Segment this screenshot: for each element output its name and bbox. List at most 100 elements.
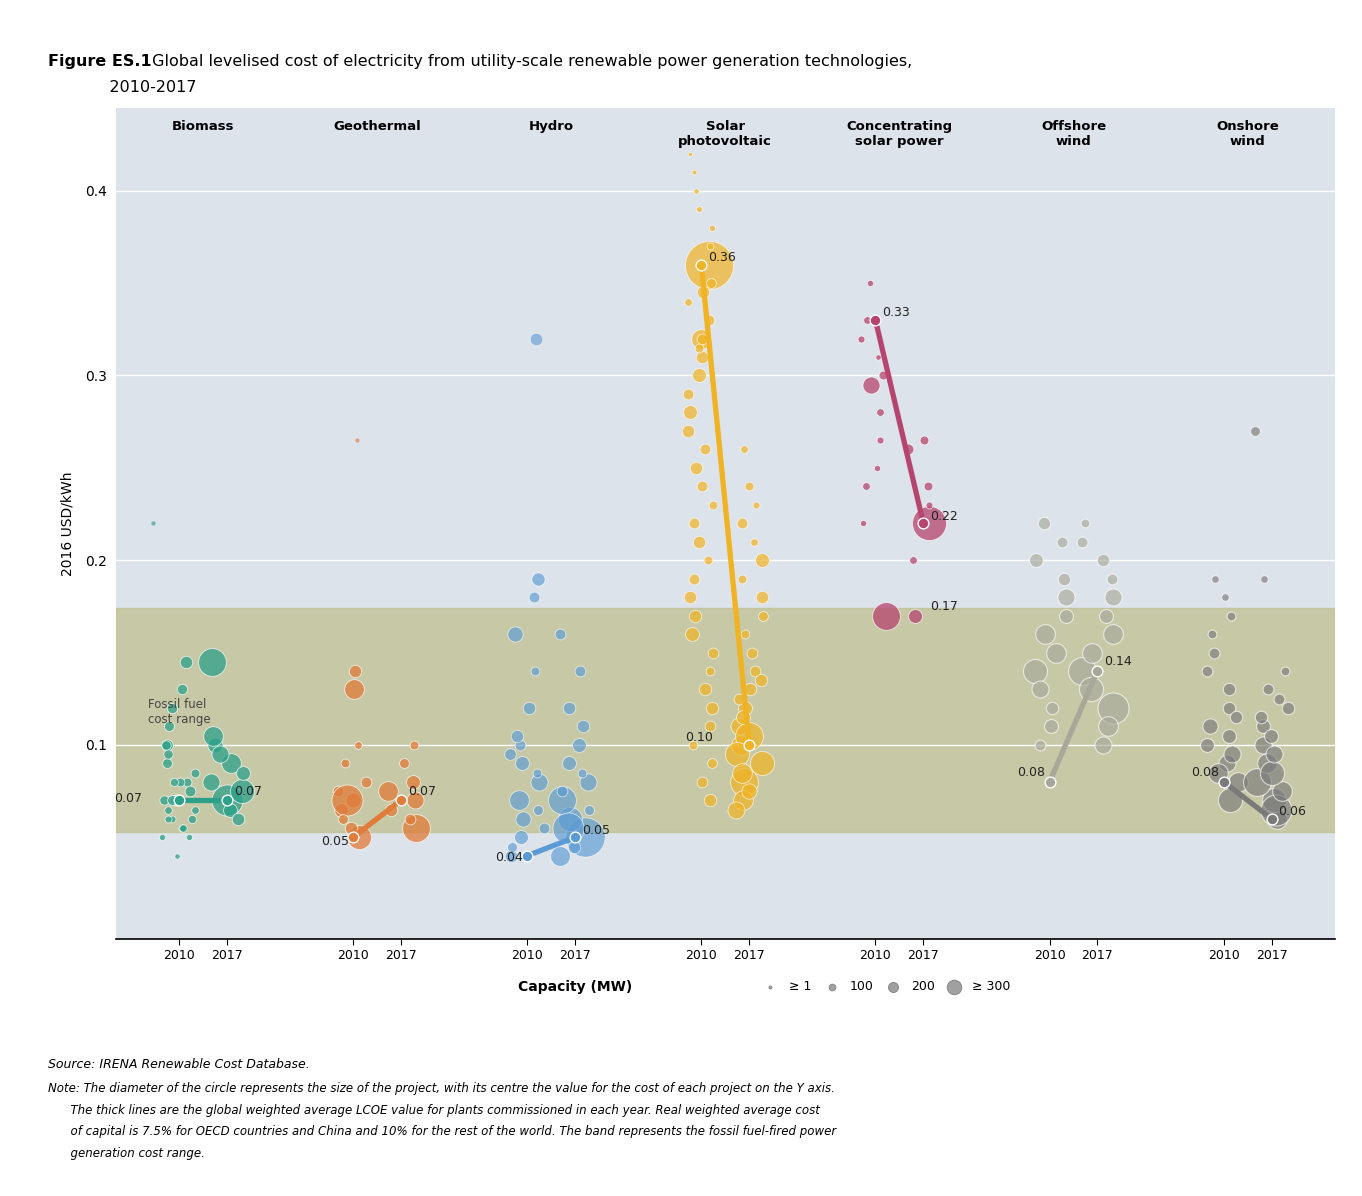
Point <box>1222 745 1244 764</box>
Point <box>343 661 365 681</box>
Point <box>731 569 753 588</box>
Point <box>741 643 763 663</box>
Text: ≥ 1: ≥ 1 <box>789 981 810 993</box>
Point <box>577 800 599 819</box>
Point <box>691 348 712 367</box>
Point <box>685 458 707 477</box>
Text: Onshore
wind: Onshore wind <box>1216 120 1279 148</box>
Point <box>691 329 712 348</box>
Point <box>868 348 889 367</box>
Point <box>151 828 173 847</box>
Point <box>403 736 425 755</box>
Text: 0.17: 0.17 <box>930 600 959 614</box>
Point <box>744 532 765 551</box>
Point <box>346 431 368 450</box>
Point <box>1260 726 1282 745</box>
Point <box>700 274 722 293</box>
Point <box>161 791 183 810</box>
Point <box>874 606 896 626</box>
Point <box>327 781 349 800</box>
Text: 0.06: 0.06 <box>1279 805 1306 818</box>
Point <box>1073 514 1095 533</box>
Point <box>1056 587 1077 606</box>
Point <box>1261 763 1283 782</box>
Text: generation cost range.: generation cost range. <box>48 1147 204 1160</box>
Point <box>219 800 241 819</box>
Point <box>1244 421 1265 440</box>
Point <box>534 818 556 837</box>
Point <box>157 753 178 773</box>
Point <box>527 569 549 588</box>
Point <box>677 384 699 403</box>
Point <box>336 791 358 810</box>
Point <box>898 440 919 459</box>
Point <box>745 495 767 514</box>
Point <box>680 145 701 164</box>
Point <box>163 773 185 792</box>
Point <box>399 810 421 829</box>
Bar <box>116 609 1335 831</box>
Text: 0.07: 0.07 <box>114 792 142 805</box>
Point <box>377 781 399 800</box>
Point <box>685 606 707 626</box>
Point <box>918 495 940 514</box>
Point <box>734 624 756 643</box>
Point <box>701 753 723 773</box>
Point <box>176 773 197 792</box>
Point <box>1102 624 1124 643</box>
Point <box>1261 810 1283 829</box>
Point <box>738 781 760 800</box>
Point <box>1268 689 1290 708</box>
Text: 0.07: 0.07 <box>407 785 436 798</box>
Point <box>1087 661 1109 681</box>
Point <box>1080 679 1102 698</box>
Point <box>511 828 533 847</box>
Point <box>508 791 530 810</box>
Text: The thick lines are the global weighted average LCOE value for plants commission: The thick lines are the global weighted … <box>48 1104 820 1117</box>
Point <box>1278 698 1299 718</box>
Point <box>342 791 364 810</box>
Point <box>1215 587 1237 606</box>
Point <box>692 773 714 792</box>
Point <box>564 828 586 847</box>
Point <box>688 200 710 219</box>
Point <box>1218 726 1239 745</box>
Point <box>204 736 226 755</box>
Text: Biomass: Biomass <box>172 120 234 133</box>
Point <box>202 726 223 745</box>
Point <box>549 847 571 866</box>
Point <box>572 716 594 736</box>
Point <box>1041 698 1062 718</box>
Point <box>692 282 714 301</box>
Point <box>549 624 571 643</box>
Text: Hydro: Hydro <box>528 120 573 133</box>
Point <box>1196 661 1218 681</box>
Text: Concentrating
solar power: Concentrating solar power <box>846 120 952 148</box>
Point <box>727 716 749 736</box>
Text: Source: IRENA Renewable Cost Database.: Source: IRENA Renewable Cost Database. <box>48 1058 309 1072</box>
Point <box>200 773 222 792</box>
Point <box>688 532 710 551</box>
Point <box>161 698 183 718</box>
Text: Fossil fuel
cost range: Fossil fuel cost range <box>148 697 211 726</box>
Point <box>1102 569 1124 588</box>
Point <box>1071 532 1092 551</box>
Point <box>1199 716 1220 736</box>
Point <box>695 440 716 459</box>
Point <box>1051 532 1073 551</box>
Point <box>200 652 222 671</box>
Point <box>691 255 712 274</box>
Text: 100: 100 <box>850 981 874 993</box>
Point <box>701 698 723 718</box>
Point <box>701 218 723 237</box>
Point <box>869 431 891 450</box>
Point <box>355 773 377 792</box>
Point <box>685 182 707 201</box>
Point <box>1253 569 1275 588</box>
Point <box>738 679 760 698</box>
Text: 0.05: 0.05 <box>582 824 610 836</box>
Point <box>902 550 923 569</box>
Text: Note: The diameter of the circle represents the size of the project, with its ce: Note: The diameter of the circle represe… <box>48 1082 835 1096</box>
Point <box>859 274 881 293</box>
Point <box>504 624 526 643</box>
